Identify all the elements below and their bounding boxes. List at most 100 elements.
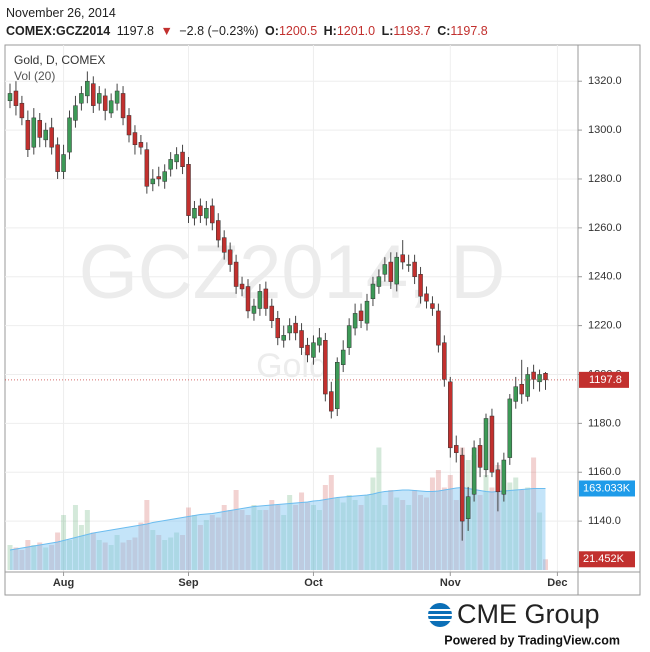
volume-bar bbox=[346, 495, 352, 570]
candle-body bbox=[293, 322, 298, 334]
volume-tag bbox=[579, 551, 635, 568]
logo-text: CME Group bbox=[457, 599, 600, 629]
candle-body bbox=[174, 154, 179, 163]
candle-body bbox=[108, 100, 114, 114]
volume-bar bbox=[340, 502, 346, 570]
volume-bar bbox=[126, 540, 132, 570]
volume-bar bbox=[227, 510, 233, 570]
candle-body bbox=[323, 340, 328, 395]
volume-bar bbox=[537, 512, 543, 570]
volume-bar bbox=[310, 505, 316, 570]
volume-bar bbox=[418, 495, 424, 570]
x-tick-label: Sep bbox=[178, 577, 198, 589]
volume-bar bbox=[174, 532, 180, 570]
candle-body bbox=[67, 117, 72, 153]
volume-bar bbox=[197, 525, 203, 570]
candle-body bbox=[221, 237, 227, 253]
volume-bar bbox=[162, 540, 168, 570]
high-label: H: bbox=[323, 24, 337, 38]
volume-bar bbox=[370, 477, 376, 570]
volume-bar bbox=[102, 542, 108, 570]
volume-bar bbox=[447, 475, 453, 570]
volume-bar bbox=[495, 465, 501, 570]
candle-body bbox=[424, 293, 429, 302]
candle-body bbox=[364, 300, 370, 324]
candle-body bbox=[186, 164, 191, 216]
y-tick-label: 1140.0 bbox=[588, 515, 621, 527]
candle-body bbox=[31, 117, 37, 148]
candle-body bbox=[61, 154, 66, 172]
candle-body bbox=[531, 371, 536, 380]
volume-bar bbox=[334, 497, 340, 570]
volume-bar bbox=[477, 495, 483, 570]
candle-body bbox=[465, 496, 471, 519]
volume-bar bbox=[49, 545, 55, 570]
last-price-tag bbox=[579, 371, 629, 388]
candle-body bbox=[352, 313, 358, 329]
candle-body bbox=[394, 256, 399, 285]
volume-bar bbox=[138, 522, 144, 570]
open: 1200.5 bbox=[278, 24, 318, 38]
candle-body bbox=[382, 264, 388, 275]
y-tick-label: 1220.0 bbox=[588, 320, 622, 332]
x-tick-label: Dec bbox=[547, 577, 567, 589]
volume-bar bbox=[441, 487, 447, 570]
candle-body bbox=[192, 208, 197, 219]
volume-bar bbox=[400, 500, 406, 570]
low: 1193.7 bbox=[393, 24, 431, 38]
candle-body bbox=[436, 310, 441, 346]
candle-body bbox=[376, 276, 382, 287]
candle-body bbox=[388, 261, 394, 282]
candle-body bbox=[489, 415, 495, 473]
candle-body bbox=[43, 129, 48, 141]
candle-body bbox=[317, 337, 322, 346]
candle-body bbox=[299, 330, 304, 348]
volume-bar bbox=[156, 535, 162, 570]
candle-body bbox=[162, 171, 167, 182]
volume-bar bbox=[394, 497, 400, 570]
volume-bar bbox=[453, 500, 459, 570]
volume-bar bbox=[245, 515, 251, 570]
volume-bar bbox=[150, 530, 156, 570]
volume-bar bbox=[275, 505, 281, 570]
y-tick-label: 1280.0 bbox=[588, 173, 622, 185]
candle-body bbox=[269, 305, 275, 321]
volume-bar bbox=[96, 540, 102, 570]
volume-bar bbox=[180, 535, 186, 570]
candle-body bbox=[406, 264, 411, 266]
volume-bar bbox=[43, 547, 49, 570]
header: November 26, 2014 COMEX:GCZ2014 1197.8 ▼… bbox=[6, 4, 491, 40]
volume-bar bbox=[186, 507, 191, 570]
y-tick-label: 1160.0 bbox=[588, 466, 621, 478]
candle-body bbox=[335, 362, 340, 409]
volume-bar bbox=[471, 455, 477, 570]
candle-body bbox=[210, 205, 215, 224]
candle-body bbox=[543, 373, 548, 381]
candle-body bbox=[305, 344, 310, 356]
volume-label: 21.452K bbox=[583, 553, 625, 565]
open-label: O: bbox=[265, 24, 279, 38]
candle-body bbox=[79, 93, 84, 104]
candle-body bbox=[144, 149, 150, 187]
last-price: 1197.8 bbox=[116, 24, 154, 38]
candle-body bbox=[501, 459, 507, 495]
volume-bar bbox=[132, 537, 138, 570]
candle-body bbox=[263, 288, 269, 309]
close: 1197.8 bbox=[450, 24, 488, 38]
volume-bar bbox=[209, 515, 215, 570]
y-tick-label: 1300.0 bbox=[588, 124, 622, 136]
candle-body bbox=[91, 83, 96, 106]
candle-body bbox=[275, 318, 280, 339]
legend-title: Gold, D, COMEX bbox=[14, 53, 105, 67]
volume-bar bbox=[168, 537, 174, 570]
candle-body bbox=[477, 445, 483, 468]
volume-bar bbox=[281, 515, 287, 570]
volume-bar bbox=[388, 490, 394, 570]
volume-bar bbox=[299, 492, 305, 570]
volume-bar bbox=[489, 487, 495, 570]
volume-bar bbox=[191, 515, 197, 570]
volume-bar bbox=[352, 500, 358, 570]
candle-body bbox=[85, 80, 90, 97]
candle-body bbox=[483, 418, 489, 471]
